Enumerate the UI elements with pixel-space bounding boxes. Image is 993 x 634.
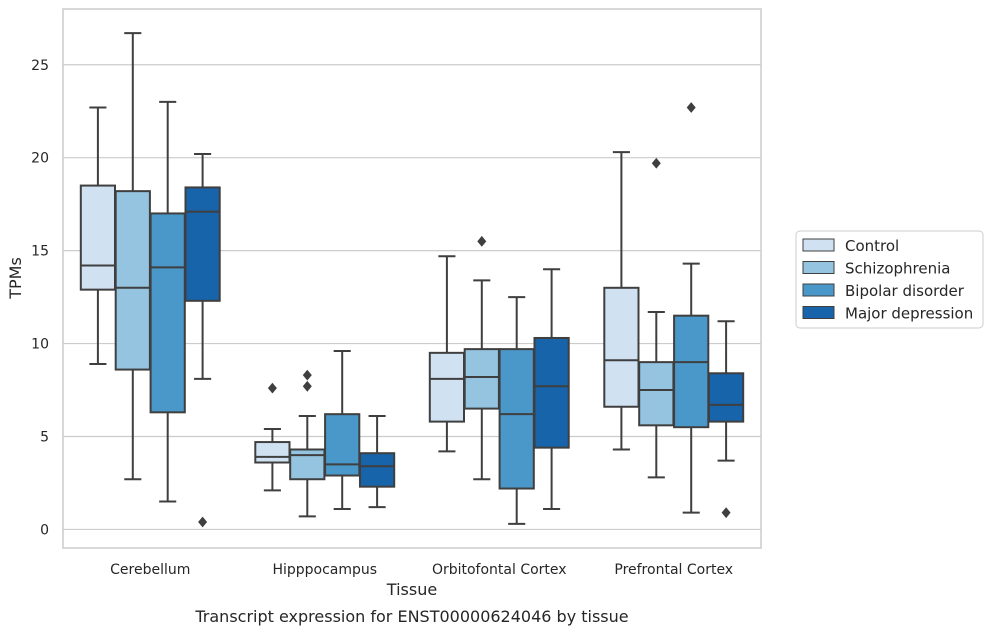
x-tick-label: Hipppocampus [272, 562, 377, 578]
x-tick-label: Prefrontal Cortex [614, 562, 733, 578]
box-body [79, 184, 117, 291]
outlier-point [477, 235, 487, 247]
y-tick-label: 25 [31, 58, 49, 74]
box-body [603, 286, 640, 408]
legend-label: Schizophrenia [845, 260, 950, 278]
box-body [638, 361, 675, 427]
x-axis-label: Tissue [386, 580, 437, 599]
box-major-depression [184, 152, 221, 528]
legend-label: Control [845, 237, 899, 255]
x-axis: Cerebellum Hipppocampus Orbitofontal Corte… [110, 562, 733, 578]
box-body [184, 186, 221, 302]
outlier-point [302, 369, 312, 381]
y-tick-label: 5 [40, 429, 49, 445]
legend-swatch [802, 261, 835, 274]
box-body [673, 314, 710, 429]
box-body [707, 372, 745, 423]
box-control [428, 255, 466, 453]
y-tick-label: 10 [31, 337, 49, 353]
chart-caption: Transcript expression for ENST0000062404… [194, 607, 628, 626]
box-body [114, 190, 151, 371]
legend-label: Major depression [845, 305, 973, 323]
box-control [603, 151, 640, 451]
plot-frame [62, 8, 762, 549]
box-schizophrenia [638, 157, 675, 479]
box-body [358, 452, 396, 488]
legend-swatch [802, 283, 835, 297]
box-major-depression [533, 268, 570, 510]
outlier-point [686, 102, 696, 113]
outlier-point [302, 380, 312, 392]
box-bipolar-disorder [498, 296, 535, 525]
box-body [463, 348, 500, 410]
box-body [533, 336, 570, 449]
box-schizophrenia [114, 32, 151, 481]
box-control [79, 106, 117, 365]
box-body [498, 348, 535, 490]
legend-swatch [802, 238, 835, 252]
box-control [254, 382, 291, 492]
outlier-point [721, 507, 731, 519]
legend-frame [795, 230, 984, 329]
legend-swatch [802, 306, 835, 319]
box-body [324, 413, 361, 477]
box-body [289, 448, 326, 481]
y-tick-label: 0 [40, 522, 49, 538]
x-tick-label: Orbitofontal Cortex [432, 562, 567, 578]
legend-label: Bipolar disorder [845, 282, 965, 300]
box-body [149, 212, 186, 414]
box-schizophrenia [463, 235, 500, 481]
outlier-point [651, 157, 661, 169]
y-tick-label: 20 [31, 151, 49, 167]
y-axis-label: TPMs [6, 257, 25, 300]
box-major-depression [358, 415, 396, 509]
legend: Control Schizophrenia Bipolar disorder Majo… [795, 230, 984, 329]
plot-area [62, 8, 762, 549]
box-major-depression [707, 320, 745, 519]
outlier-point [198, 516, 208, 528]
box-bipolar-disorder [149, 100, 186, 503]
box-body [254, 441, 291, 464]
outlier-point [267, 382, 277, 394]
box-body [428, 351, 466, 423]
box-bipolar-disorder [324, 349, 361, 510]
box-bipolar-disorder [673, 102, 710, 514]
y-axis: 0 5 10 15 20 25 [31, 58, 49, 539]
box-schizophrenia [289, 369, 326, 518]
x-tick-label: Cerebellum [110, 562, 190, 578]
y-tick-label: 15 [31, 244, 49, 260]
